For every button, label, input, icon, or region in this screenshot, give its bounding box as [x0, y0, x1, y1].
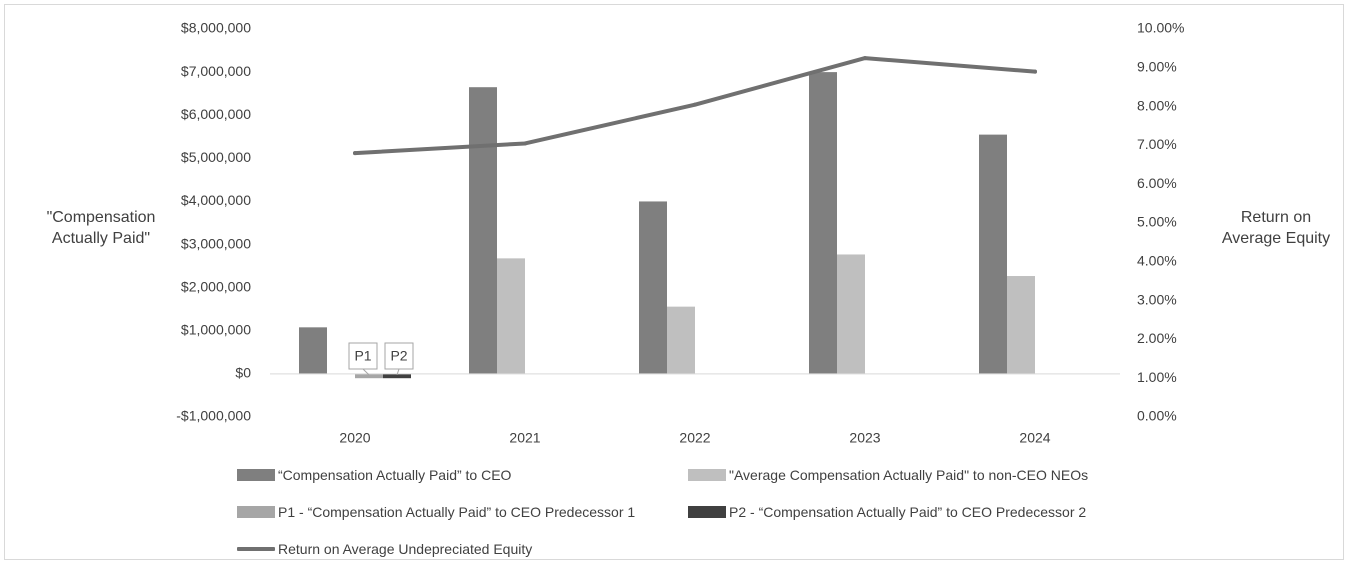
bar-2020-series-0 [299, 327, 327, 374]
legend-label-ceo: “Compensation Actually Paid” to CEO [278, 467, 512, 483]
left-axis-title-line1: "Compensation [46, 209, 156, 226]
y-left-tick-label: $1,000,000 [181, 321, 251, 337]
x-tick-label: 2020 [339, 430, 370, 446]
data-label-box-P1 [348, 342, 378, 370]
y-right-tick-label: 5.00% [1137, 214, 1177, 230]
x-tick-label: 2021 [509, 430, 540, 446]
y-right-tick-label: 1.00% [1137, 369, 1177, 385]
y-right-tick-label: 6.00% [1137, 175, 1177, 191]
bar-2023-series-0 [809, 72, 837, 374]
x-tick-label: 2023 [849, 430, 880, 446]
y-right-tick-label: 9.00% [1137, 59, 1177, 75]
legend-item-p1[interactable]: P1 - “Compensation Actually Paid” to CEO… [237, 504, 635, 520]
bar-2020-series-2 [355, 373, 383, 379]
bar-2021-series-1 [497, 258, 525, 374]
legend-swatch-ceo [237, 469, 275, 481]
left-axis-title: "Compensation Actually Paid" [31, 207, 171, 249]
legend-swatch-p2 [688, 506, 726, 518]
data-label-leader-P1 [362, 368, 370, 376]
line-point-2021 [523, 141, 527, 146]
bar-2021-series-0 [469, 87, 497, 374]
legend-item-roe[interactable]: Return on Average Undepreciated Equity [237, 541, 532, 557]
legend-item-ceo[interactable]: “Compensation Actually Paid” to CEO [237, 467, 511, 483]
y-left-tick-label: $5,000,000 [181, 149, 251, 165]
legend-item-neo[interactable]: "Average Compensation Actually Paid" to … [688, 467, 1088, 483]
bar-2024-series-0 [979, 134, 1007, 374]
y-right-tick-label: 4.00% [1137, 253, 1177, 269]
x-tick-label: 2024 [1019, 430, 1050, 446]
bar-2024-series-1 [1007, 276, 1035, 374]
legend-swatch-p1 [237, 506, 275, 518]
y-right-tick-label: 10.00% [1137, 20, 1184, 36]
line-point-2020 [353, 151, 357, 156]
y-left-tick-label: $6,000,000 [181, 106, 251, 122]
line-point-2022 [693, 102, 697, 107]
y-left-tick-label: $7,000,000 [181, 63, 251, 79]
legend-label-p1: P1 - “Compensation Actually Paid” to CEO… [278, 504, 636, 520]
data-label-P1: P1 [354, 348, 371, 364]
y-left-tick-label: $4,000,000 [181, 192, 251, 208]
data-label-P2: P2 [390, 348, 407, 364]
x-tick-label: 2022 [679, 430, 710, 446]
chart-frame: -$1,000,000 $0 $1,000,000 $2,000,000 $3,000,… [4, 4, 1344, 560]
legend-swatch-neo [688, 469, 726, 481]
y-right-tick-label: 8.00% [1137, 97, 1177, 113]
y-left-tick-label: $2,000,000 [181, 278, 251, 294]
bar-2020-series-3 [383, 373, 411, 379]
y-left-tick-label: $0 [235, 365, 251, 381]
right-axis-title-line1: Return on [1240, 209, 1312, 226]
y-right-tick-label: 7.00% [1137, 136, 1177, 152]
y-right-tick-label: 2.00% [1137, 330, 1177, 346]
bar-2023-series-1 [837, 254, 865, 374]
combo-chart: -$1,000,000 $0 $1,000,000 $2,000,000 $3,000,… [176, 20, 1184, 446]
left-axis-title-line2: Actually Paid" [51, 230, 151, 247]
bar-2022-series-0 [639, 201, 667, 374]
legend-label-roe: Return on Average Undepreciated Equity [278, 541, 533, 557]
legend-label-p2: P2 - “Compensation Actually Paid” to CEO… [729, 504, 1087, 520]
y-left-tick-label: $3,000,000 [181, 235, 251, 251]
legend-label-neo: "Average Compensation Actually Paid" to … [729, 467, 1089, 483]
legend-item-p2[interactable]: P2 - “Compensation Actually Paid” to CEO… [688, 504, 1086, 520]
y-left-tick-label: $8,000,000 [181, 20, 251, 36]
bar-2022-series-1 [667, 306, 695, 374]
y-right-tick-label: 0.00% [1137, 408, 1177, 424]
y-right-tick-label: 3.00% [1137, 291, 1177, 307]
right-axis-title: Return on Average Equity [1201, 207, 1350, 249]
data-label-leader-P2 [396, 368, 400, 376]
line-point-2023 [863, 56, 867, 61]
legend-swatch-roe [237, 547, 275, 551]
line-point-2024 [1033, 69, 1037, 74]
right-axis-title-line2: Average Equity [1221, 230, 1331, 247]
y-left-tick-label: -$1,000,000 [176, 408, 251, 424]
